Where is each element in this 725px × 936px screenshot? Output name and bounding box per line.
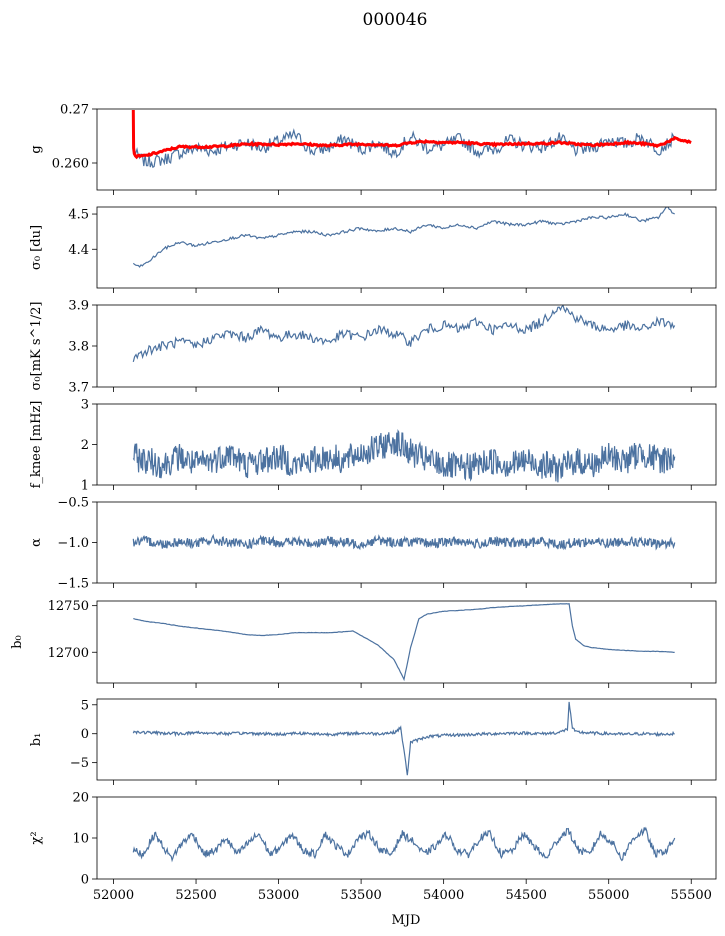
y-tick-label: −1.5	[57, 577, 89, 592]
fit-line	[131, 109, 692, 160]
chart-title: 000046	[363, 10, 428, 30]
panel-b1: −5 0 5 b₁	[29, 698, 717, 785]
panel-sigma0_mks: 3.7 3.8 3.9 σ₀[mK s^1/2]	[29, 299, 717, 396]
panel-fknee: 1 2 3 f_knee [mHz]	[29, 398, 717, 494]
panel-b0: 12700 12750 b₀	[10, 599, 717, 688]
y-tick-label: 0	[81, 727, 89, 742]
y-tick-label: 3.8	[68, 340, 89, 355]
data-line	[132, 207, 675, 268]
x-tick-label: 55000	[588, 888, 629, 903]
data-line	[132, 128, 676, 169]
data-line	[132, 701, 675, 776]
y-tick-label: 1	[81, 479, 89, 494]
panel-frame	[96, 108, 717, 191]
y-tick-label: 3.9	[68, 299, 89, 314]
y-tick-label: 12700	[48, 646, 89, 661]
y-tick-label: 5	[81, 698, 89, 713]
x-axis-label: MJD	[392, 913, 421, 928]
y-tick-label: 4.4	[68, 243, 89, 258]
x-tick-label: 52000	[93, 888, 134, 903]
y-axis-label: b₁	[29, 733, 44, 747]
panel-frame	[96, 403, 717, 486]
y-tick-label: 0	[81, 873, 89, 888]
panel-alpha: −1.5 −1.0 −0.5 α	[29, 496, 717, 592]
y-axis-label: α	[29, 538, 44, 547]
y-tick-label: 20	[72, 791, 89, 806]
data-line	[132, 826, 676, 863]
data-line	[133, 602, 675, 682]
y-tick-label: 3.7	[68, 381, 89, 396]
y-axis-label: χ²	[29, 831, 44, 844]
x-tick-label: 54000	[423, 888, 464, 903]
x-tick-label: 55500	[671, 888, 712, 903]
panel-frame	[96, 600, 717, 684]
data-line	[132, 533, 676, 551]
panel-chi2: 0 10 20 52000 52500 53000 53500 54000 54500 55000…	[29, 791, 717, 903]
x-tick-label: 52500	[175, 888, 216, 903]
data-line	[132, 429, 676, 483]
x-tick-label: 53500	[340, 888, 381, 903]
y-tick-label: −0.5	[57, 496, 89, 511]
y-tick-label: 2	[81, 438, 89, 453]
y-tick-label: −1.0	[57, 536, 89, 551]
panel-frame	[96, 206, 717, 289]
y-axis-label: σ₀ [du]	[29, 225, 44, 270]
x-tick-label: 54500	[505, 888, 546, 903]
y-tick-label: 10	[72, 832, 89, 847]
y-tick-label: 0.260	[52, 157, 89, 172]
y-axis-label: g	[29, 145, 44, 153]
panel-g: 0.260 0.27 g	[29, 103, 717, 195]
x-tick-label: 53000	[258, 888, 299, 903]
y-tick-label: 12750	[48, 599, 89, 614]
panel-frame	[96, 304, 717, 388]
y-tick-label: −5	[70, 756, 89, 771]
data-line	[132, 305, 676, 363]
y-tick-label: 4.5	[68, 208, 89, 223]
panel-sigma0_du: 4.4 4.5 σ₀ [du]	[29, 206, 717, 293]
y-axis-label: f_knee [mHz]	[29, 401, 44, 489]
y-tick-label: 3	[81, 398, 89, 413]
y-axis-label: σ₀[mK s^1/2]	[29, 302, 44, 391]
panel-frame	[96, 698, 717, 781]
y-axis-label: b₀	[10, 635, 25, 649]
y-tick-label: 0.27	[60, 103, 89, 118]
